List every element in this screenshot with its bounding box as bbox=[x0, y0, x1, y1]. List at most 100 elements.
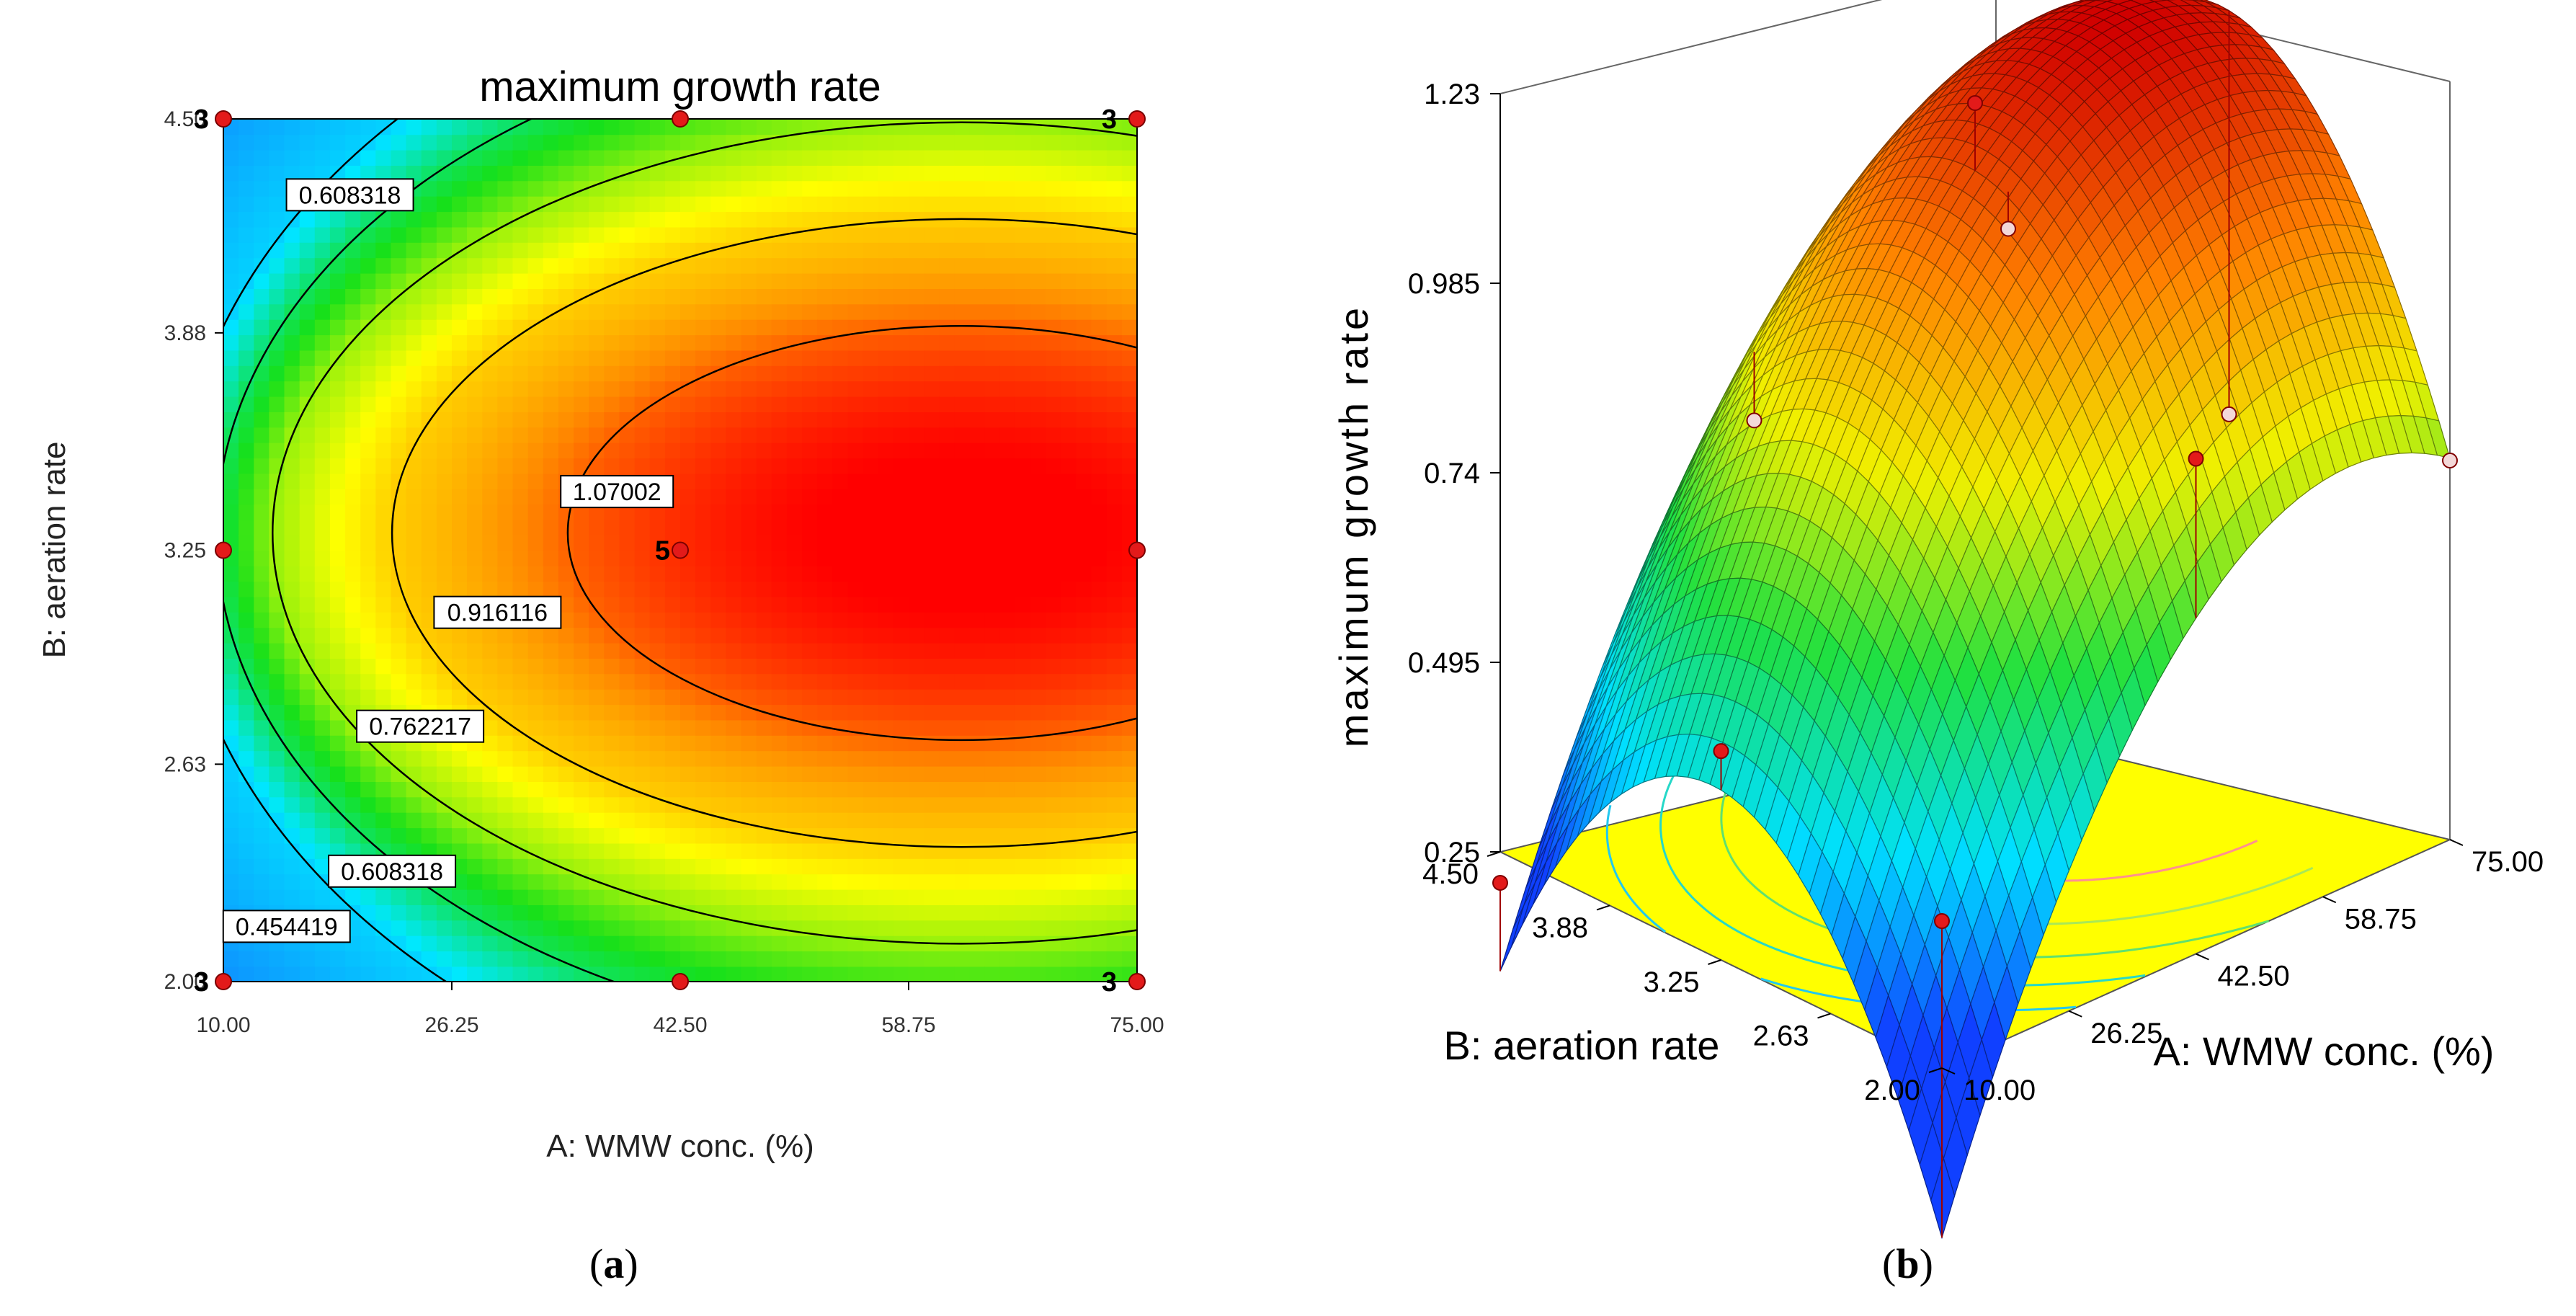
heatmap-cell bbox=[832, 334, 849, 351]
heatmap-cell bbox=[239, 719, 254, 736]
heatmap-cell bbox=[543, 704, 559, 721]
heatmap-cell bbox=[558, 381, 574, 397]
heatmap-cell bbox=[939, 272, 955, 289]
heatmap-cell bbox=[254, 427, 270, 443]
heatmap-cell bbox=[1046, 458, 1062, 474]
heatmap-cell bbox=[726, 334, 742, 351]
heatmap-cell bbox=[954, 427, 971, 443]
heatmap-cell bbox=[543, 719, 559, 736]
heatmap-cell bbox=[999, 381, 1016, 397]
heatmap-cell bbox=[1046, 473, 1062, 489]
heatmap-cell bbox=[634, 812, 651, 829]
heatmap-cell bbox=[527, 319, 544, 336]
heatmap-cell bbox=[589, 211, 605, 228]
heatmap-cell bbox=[1030, 242, 1046, 259]
heatmap-cell bbox=[329, 581, 346, 597]
heatmap-cell bbox=[634, 688, 651, 706]
heatmap-cell bbox=[512, 319, 529, 336]
heatmap-cell bbox=[391, 257, 407, 274]
heatmap-cell bbox=[1091, 365, 1107, 382]
heatmap-cell bbox=[939, 180, 955, 197]
heatmap-cell bbox=[695, 319, 711, 336]
heatmap-cell bbox=[421, 550, 437, 566]
heatmap-cell bbox=[467, 195, 483, 213]
heatmap-cell bbox=[527, 504, 544, 520]
heatmap-cell bbox=[299, 165, 316, 182]
heatmap-cell bbox=[452, 951, 468, 967]
heatmap-cell bbox=[909, 688, 924, 706]
heatmap-cell bbox=[406, 765, 422, 782]
heatmap-cell bbox=[847, 750, 864, 767]
heatmap-cell bbox=[604, 966, 620, 982]
heatmap-cell bbox=[391, 596, 407, 613]
heatmap-cell bbox=[924, 257, 940, 274]
heatmap-cell bbox=[695, 226, 711, 243]
heatmap-cell bbox=[482, 334, 499, 351]
heatmap-cell bbox=[497, 796, 514, 813]
heatmap-cell bbox=[893, 935, 909, 952]
heatmap-cell bbox=[817, 489, 834, 505]
heatmap-cell bbox=[1046, 504, 1062, 520]
heatmap-cell bbox=[984, 596, 1001, 613]
heatmap-cell bbox=[497, 365, 514, 382]
heatmap-cell bbox=[512, 627, 529, 644]
heatmap-cell bbox=[512, 165, 529, 182]
heatmap-cell bbox=[695, 719, 711, 736]
heatmap-cell bbox=[771, 149, 788, 166]
heatmap-cell bbox=[847, 257, 864, 274]
heatmap-cell bbox=[863, 735, 879, 752]
heatmap-cell bbox=[574, 904, 589, 921]
heatmap-cell bbox=[771, 427, 788, 443]
heatmap-cell bbox=[314, 688, 331, 706]
heatmap-cell bbox=[589, 180, 605, 197]
heatmap-cell bbox=[543, 211, 559, 228]
y-tick-label: 3.25 bbox=[164, 539, 206, 563]
heatmap-cell bbox=[726, 288, 742, 305]
heatmap-cell bbox=[999, 719, 1016, 736]
heatmap-cell bbox=[1121, 319, 1137, 336]
heatmap-cell bbox=[634, 396, 651, 412]
heatmap-cell bbox=[1015, 381, 1031, 397]
heatmap-cell bbox=[756, 489, 772, 505]
heatmap-cell bbox=[832, 319, 849, 336]
heatmap-cell bbox=[391, 920, 407, 936]
heatmap-cell bbox=[893, 381, 909, 397]
heatmap-cell bbox=[1061, 704, 1077, 721]
heatmap-cell bbox=[543, 134, 559, 151]
heatmap-cell bbox=[680, 704, 696, 721]
heatmap-cell bbox=[543, 827, 559, 844]
heatmap-cell bbox=[817, 565, 834, 582]
heatmap-cell bbox=[924, 565, 940, 582]
heatmap-cell bbox=[467, 565, 483, 582]
heatmap-cell bbox=[634, 704, 651, 721]
heatmap-cell bbox=[482, 165, 499, 182]
heatmap-cell bbox=[710, 504, 727, 520]
heatmap-cell bbox=[649, 627, 666, 644]
heatmap-cell bbox=[924, 473, 940, 489]
heatmap-cell bbox=[1030, 627, 1046, 644]
heatmap-cell bbox=[299, 303, 316, 320]
heatmap-cell bbox=[527, 381, 544, 397]
heatmap-cell bbox=[1046, 242, 1062, 259]
heatmap-cell bbox=[284, 489, 300, 505]
heatmap-cell bbox=[1121, 658, 1137, 675]
heatmap-cell bbox=[1046, 489, 1062, 505]
heatmap-cell bbox=[969, 704, 986, 721]
heatmap-cell bbox=[756, 119, 772, 135]
heatmap-cell bbox=[1091, 812, 1107, 829]
heatmap-cell bbox=[634, 149, 651, 166]
heatmap-cell bbox=[1046, 134, 1062, 151]
heatmap-cell bbox=[634, 412, 651, 428]
heatmap-cell bbox=[512, 412, 529, 428]
heatmap-cell bbox=[1030, 504, 1046, 520]
heatmap-cell bbox=[239, 334, 254, 351]
heatmap-cell bbox=[999, 257, 1016, 274]
heatmap-cell bbox=[969, 303, 986, 320]
heatmap-cell bbox=[436, 119, 453, 135]
heatmap-cell bbox=[984, 381, 1001, 397]
heatmap-cell bbox=[802, 750, 818, 767]
heatmap-cell bbox=[786, 535, 803, 551]
heatmap-cell bbox=[375, 519, 392, 535]
heatmap-cell bbox=[924, 796, 940, 813]
heatmap-cell bbox=[817, 458, 834, 474]
